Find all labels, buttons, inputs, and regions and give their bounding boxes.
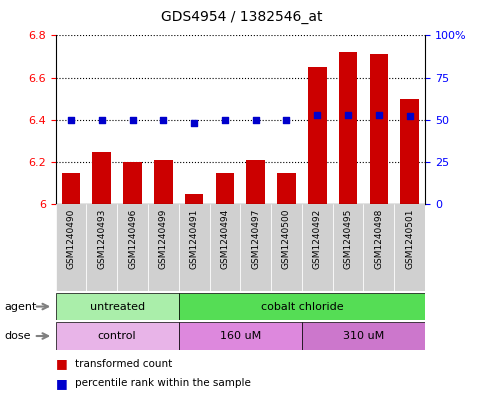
Bar — [215, 173, 234, 204]
Bar — [92, 152, 111, 204]
Bar — [394, 204, 425, 291]
Bar — [62, 173, 80, 204]
Bar — [56, 293, 179, 320]
Bar — [364, 204, 394, 291]
Bar — [400, 99, 419, 204]
Bar — [246, 160, 265, 204]
Point — [313, 112, 321, 118]
Text: cobalt chloride: cobalt chloride — [260, 301, 343, 312]
Point — [128, 117, 136, 123]
Text: 160 uM: 160 uM — [220, 331, 261, 341]
Bar — [148, 204, 179, 291]
Point — [283, 117, 290, 123]
Text: ■: ■ — [56, 357, 67, 370]
Text: GSM1240496: GSM1240496 — [128, 209, 137, 269]
Point — [344, 112, 352, 118]
Point — [67, 117, 75, 123]
Bar — [302, 322, 425, 350]
Bar — [333, 204, 364, 291]
Text: GSM1240500: GSM1240500 — [282, 209, 291, 269]
Text: GSM1240494: GSM1240494 — [220, 209, 229, 269]
Text: GSM1240499: GSM1240499 — [159, 209, 168, 269]
Point — [375, 112, 383, 118]
Text: ■: ■ — [56, 376, 67, 390]
Text: GSM1240501: GSM1240501 — [405, 209, 414, 269]
Bar — [179, 322, 302, 350]
Point — [252, 117, 259, 123]
Bar — [179, 204, 210, 291]
Bar — [277, 173, 296, 204]
Text: transformed count: transformed count — [75, 358, 172, 369]
Text: GSM1240493: GSM1240493 — [97, 209, 106, 269]
Text: agent: agent — [5, 301, 37, 312]
Point — [190, 120, 198, 127]
Bar — [56, 204, 86, 291]
Bar — [154, 160, 172, 204]
Text: control: control — [98, 331, 136, 341]
Point — [406, 113, 413, 119]
Text: GSM1240497: GSM1240497 — [251, 209, 260, 269]
Bar — [117, 204, 148, 291]
Text: 310 uM: 310 uM — [343, 331, 384, 341]
Bar — [123, 162, 142, 204]
Bar — [240, 204, 271, 291]
Text: GSM1240498: GSM1240498 — [374, 209, 384, 269]
Text: GSM1240492: GSM1240492 — [313, 209, 322, 269]
Bar — [339, 52, 357, 204]
Point — [98, 117, 106, 123]
Point — [159, 117, 167, 123]
Text: percentile rank within the sample: percentile rank within the sample — [75, 378, 251, 388]
Bar — [185, 194, 203, 204]
Text: GSM1240495: GSM1240495 — [343, 209, 353, 269]
Bar — [86, 204, 117, 291]
Bar — [369, 54, 388, 204]
Text: GSM1240491: GSM1240491 — [190, 209, 199, 269]
Bar — [56, 322, 179, 350]
Bar — [271, 204, 302, 291]
Bar — [302, 204, 333, 291]
Text: GDS4954 / 1382546_at: GDS4954 / 1382546_at — [161, 10, 322, 24]
Text: dose: dose — [5, 331, 31, 341]
Bar — [210, 204, 240, 291]
Text: GSM1240490: GSM1240490 — [67, 209, 75, 269]
Bar — [179, 293, 425, 320]
Text: untreated: untreated — [89, 301, 145, 312]
Point — [221, 117, 229, 123]
Bar — [308, 67, 327, 204]
